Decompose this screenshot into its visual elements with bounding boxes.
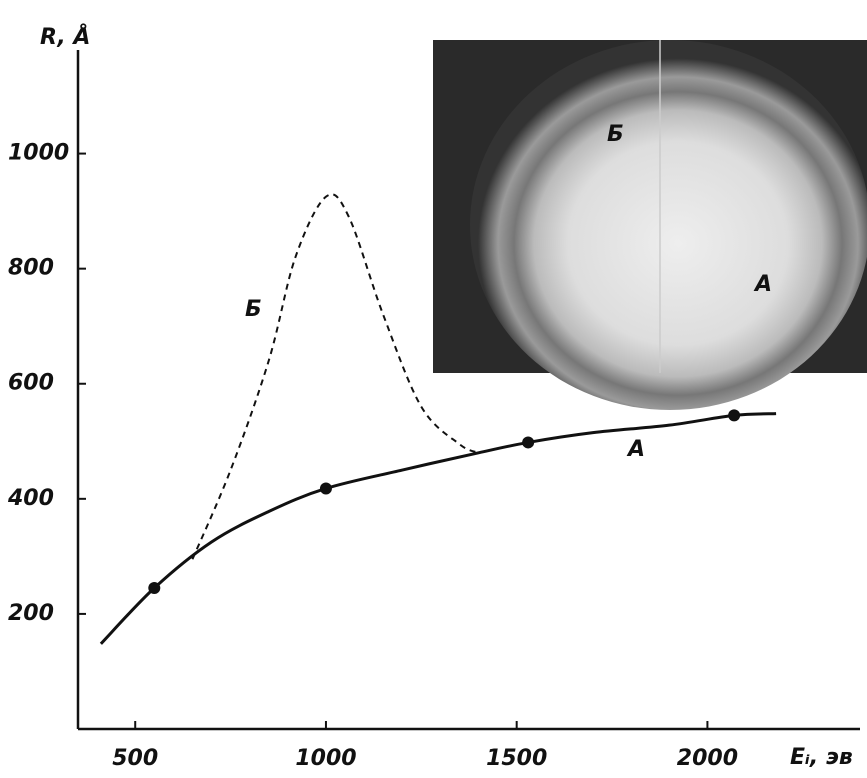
data-point: [319, 482, 332, 495]
y-tick-label: 600: [8, 371, 54, 396]
y-tick-label: 1000: [8, 141, 69, 166]
data-point: [728, 409, 741, 422]
x-axis-label: Eᵢ, эв: [790, 745, 853, 770]
series-line: [99, 412, 777, 645]
x-tick-label: 500: [112, 746, 158, 771]
inset-label: Б: [607, 122, 624, 147]
series-label: Б: [245, 297, 262, 322]
series-line: [191, 193, 479, 560]
x-tick-label: 2000: [677, 746, 738, 771]
y-tick-label: 400: [7, 486, 54, 511]
y-tick-label: 200: [8, 601, 54, 626]
y-axis-label: R, Å: [40, 24, 90, 50]
data-point: [522, 436, 535, 449]
x-tick-label: 1500: [486, 746, 547, 771]
series-label: A: [626, 437, 645, 462]
inset-photo: Б A: [433, 40, 867, 410]
x-tick-label: 1000: [295, 746, 356, 771]
data-point: [148, 582, 161, 595]
y-tick-label: 800: [8, 256, 54, 281]
inset-label: A: [753, 272, 772, 297]
